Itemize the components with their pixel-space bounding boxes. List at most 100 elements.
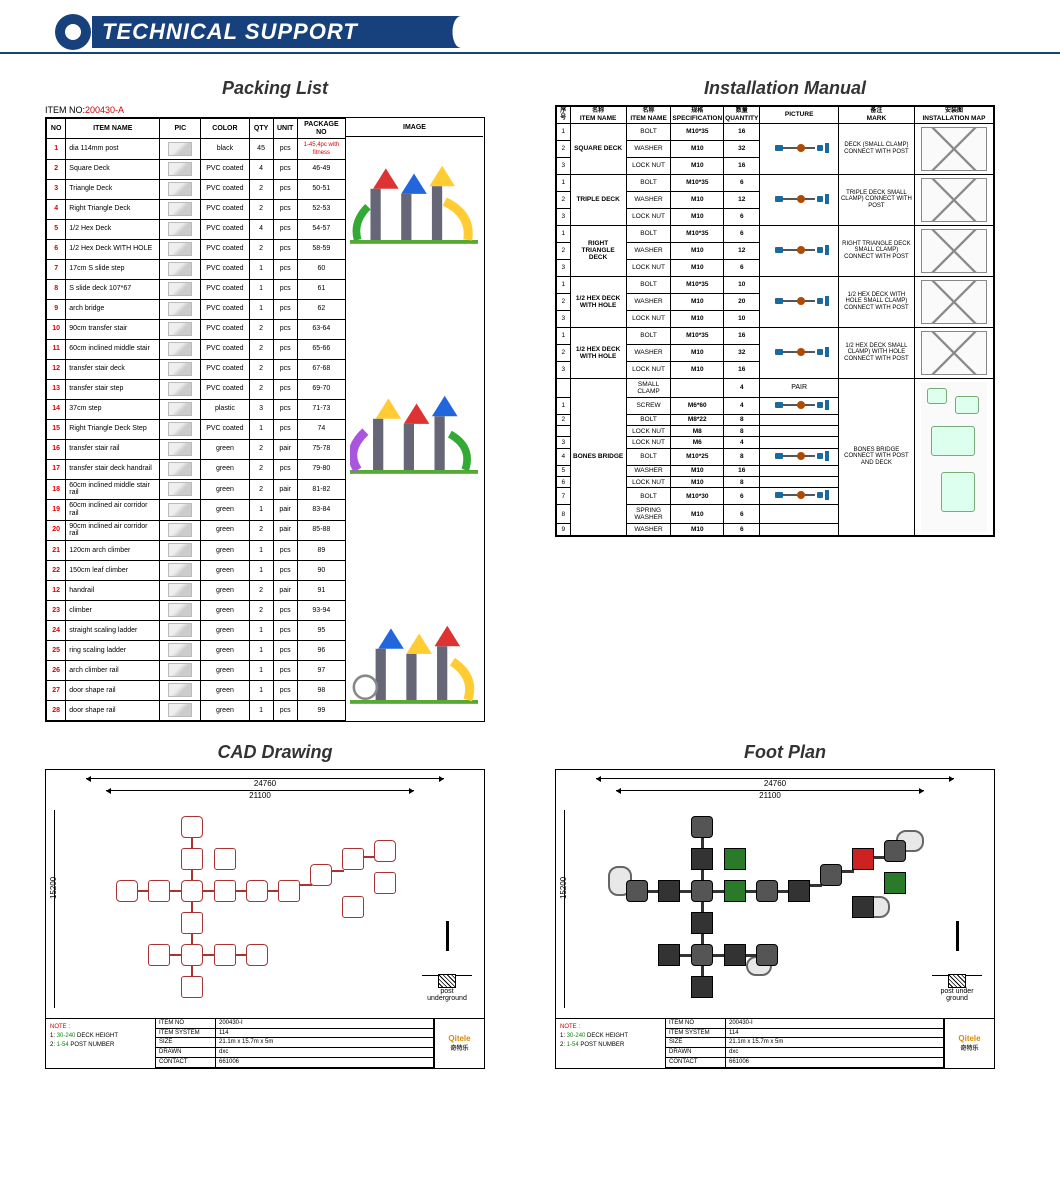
- cell-picture: [760, 505, 839, 524]
- cell-qty: 2: [249, 439, 273, 459]
- cell-rownum: 1: [557, 174, 571, 191]
- cell-part: LOCK NUT: [626, 259, 671, 276]
- foot-logo: Qitele 奇特乐: [944, 1019, 994, 1068]
- cell-part: LOCK NUT: [626, 426, 671, 437]
- playground-image-2: [350, 378, 478, 498]
- plan-link: [842, 870, 854, 873]
- cell-picture: [760, 398, 839, 415]
- cell-qty: 2: [249, 520, 273, 540]
- cell-pkg: 81-82: [297, 479, 345, 499]
- cell-part: WASHER: [626, 465, 671, 476]
- cell-qty: 4: [249, 219, 273, 239]
- part-thumb-icon: [168, 482, 192, 496]
- cell-part: WASHER: [626, 293, 671, 310]
- table-row: 9arch bridgePVC coated1pcs62: [47, 299, 346, 319]
- cell-picture: [760, 327, 839, 378]
- cell-qty: 32: [724, 344, 760, 361]
- cell-group: RIGHT TRIANGLE DECK: [570, 225, 626, 276]
- cell-no: 4: [47, 199, 66, 219]
- cell-unit: pair: [273, 479, 297, 499]
- install-title: Installation Manual: [555, 78, 1015, 99]
- cell-color: green: [201, 520, 249, 540]
- part-thumb-icon: [168, 242, 192, 256]
- cell-name: transfer stair rail: [66, 439, 160, 459]
- cell-unit: pcs: [273, 620, 297, 640]
- header-bullet-icon: [55, 14, 91, 50]
- cell-no: 11: [47, 339, 66, 359]
- cell-picture: [760, 476, 839, 487]
- cell-pic: [160, 419, 201, 439]
- cell-rownum: 7: [557, 488, 571, 505]
- cell-spec: M10: [671, 524, 724, 535]
- cell-name: transfer stair step: [66, 379, 160, 399]
- cell-pic: [160, 560, 201, 580]
- cell-picture: [760, 225, 839, 276]
- cell-name: door shape rail: [66, 700, 160, 720]
- plan-node: [852, 848, 874, 870]
- fastener-icon: [769, 451, 829, 461]
- cell-qty: 1: [249, 640, 273, 660]
- cell-spec: M10*35: [671, 225, 724, 242]
- packing-list-panel: Packing List ITEM NO:200430-A IMAGE NO I…: [45, 78, 505, 722]
- table-row: 11/2 HEX DECK WITH HOLEBOLTM10*35161/2 H…: [557, 327, 994, 344]
- cell-picture: [760, 448, 839, 465]
- cell-pic: [160, 199, 201, 219]
- ih-group: 名称ITEM NAME: [570, 107, 626, 124]
- cell-unit: pair: [273, 439, 297, 459]
- cell-name: transfer stair deck handrail: [66, 459, 160, 479]
- part-thumb-icon: [168, 282, 192, 296]
- cell-no: 24: [47, 620, 66, 640]
- cell-pic: [160, 259, 201, 279]
- table-row: 51/2 Hex DeckPVC coated4pcs54-57: [47, 219, 346, 239]
- cell-spec: M10: [671, 465, 724, 476]
- cell-qty: 1: [249, 279, 273, 299]
- cell-pkg: 83-84: [297, 500, 345, 520]
- cell-part: BOLT: [626, 276, 671, 293]
- foot-post-label: post under ground: [932, 988, 982, 1002]
- cell-spec: M10*35: [671, 174, 724, 191]
- cell-map: [914, 327, 993, 378]
- install-map-icon: [921, 178, 987, 222]
- foot-drawing: 24760 21100 15200 post under ground NOTE…: [555, 769, 995, 1069]
- cell-pic: [160, 319, 201, 339]
- cell-part: WASHER: [626, 242, 671, 259]
- cell-color: green: [201, 479, 249, 499]
- cell-unit: pair: [273, 500, 297, 520]
- cell-no: 16: [47, 439, 66, 459]
- cell-part: BOLT: [626, 123, 671, 140]
- table-row: 1160cm inclined middle stairPVC coated2p…: [47, 339, 346, 359]
- cell-no: 6: [47, 239, 66, 259]
- cell-pkg: 67-68: [297, 359, 345, 379]
- fastener-icon: [769, 245, 829, 255]
- cell-pkg: 71-73: [297, 399, 345, 419]
- cell-pkg: 46-49: [297, 159, 345, 179]
- table-row: 13transfer stair stepPVC coated2pcs69-70: [47, 379, 346, 399]
- cell-mark: RIGHT TRIANGLE DECK SMALL CLAMP) CONNECT…: [838, 225, 914, 276]
- cell-rownum: 2: [557, 140, 571, 157]
- table-row: 1860cm inclined middle stair railgreen2p…: [47, 479, 346, 499]
- cell-pic: [160, 279, 201, 299]
- cell-color: green: [201, 600, 249, 620]
- cell-unit: pcs: [273, 560, 297, 580]
- part-thumb-icon: [168, 382, 192, 396]
- cell-part: LOCK NUT: [626, 361, 671, 378]
- plan-node: [148, 944, 170, 966]
- cell-rownum: 3: [557, 361, 571, 378]
- cell-pic: [160, 439, 201, 459]
- table-row: 24straight scaling laddergreen1pcs95: [47, 620, 346, 640]
- plan-node: [148, 880, 170, 902]
- cell-group: SQUARE DECK: [570, 123, 626, 174]
- ih-map: 安装图INSTALLATION MAP: [914, 107, 993, 124]
- ih-mark: 备注MARK: [838, 107, 914, 124]
- cell-name: 17cm S slide step: [66, 259, 160, 279]
- cell-spec: M6*60: [671, 398, 724, 415]
- cell-part: SCREW: [626, 398, 671, 415]
- cell-no: 21: [47, 540, 66, 560]
- cell-name: climber: [66, 600, 160, 620]
- cell-unit: pcs: [273, 459, 297, 479]
- part-thumb-icon: [168, 503, 192, 517]
- cell-pic: [160, 600, 201, 620]
- cell-pkg: 93-94: [297, 600, 345, 620]
- ih-qty: 数量QUANTITY: [724, 107, 760, 124]
- table-row: BONES BRIDGESMALL CLAMP4PAIRBONES BRIDGE…: [557, 378, 994, 397]
